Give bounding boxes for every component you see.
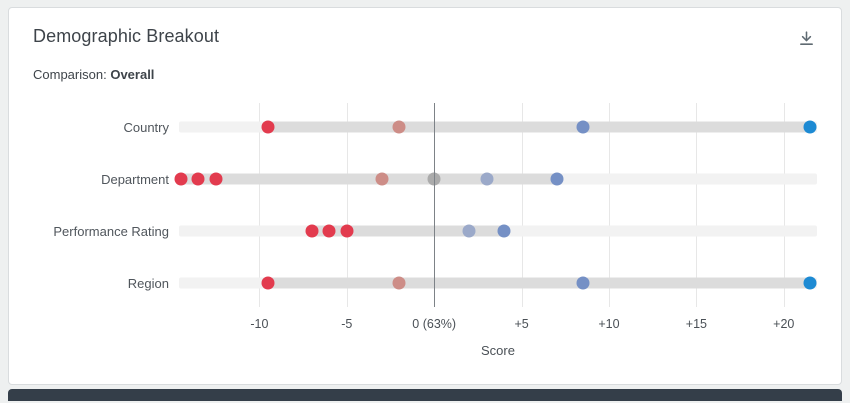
plot-area: Country Department Performance Rating Regio… [33, 101, 817, 309]
card-header: Demographic Breakout [33, 26, 817, 52]
axis-tick-label: +5 [514, 317, 529, 331]
axis-tick-label: 0 (63%) [412, 317, 457, 331]
data-point[interactable] [550, 172, 564, 186]
data-point[interactable] [261, 120, 275, 134]
data-point[interactable] [497, 224, 511, 238]
chart-row: Department [33, 153, 817, 205]
x-axis: -10 -5 0 (63%) +5 +10 +15 +20 [179, 317, 817, 335]
grid-layer [179, 103, 817, 307]
data-point[interactable] [576, 120, 590, 134]
data-point[interactable] [803, 276, 817, 290]
gridline [783, 103, 785, 307]
row-label: Performance Rating [53, 223, 169, 239]
axis-tick-label: +20 [773, 317, 795, 331]
axis-tick-label: +15 [685, 317, 707, 331]
row-plot [179, 205, 817, 257]
chart-row: Country [33, 101, 817, 153]
row-plot [179, 101, 817, 153]
data-point[interactable] [803, 120, 817, 134]
gridline [608, 103, 610, 307]
data-point[interactable] [261, 276, 275, 290]
data-point[interactable] [340, 224, 354, 238]
chart-row: Region [33, 257, 817, 309]
download-icon [800, 31, 813, 45]
gridline [521, 103, 523, 307]
x-axis-label: Score [481, 343, 515, 358]
dot-plot-chart: Country Department Performance Rating Regio… [33, 101, 817, 360]
data-point[interactable] [191, 172, 205, 186]
zero-baseline [434, 103, 436, 307]
data-point[interactable] [462, 224, 476, 238]
row-range-band [268, 277, 810, 289]
data-point[interactable] [209, 172, 223, 186]
row-plot [174, 153, 817, 205]
axis-tick-label: -5 [341, 317, 353, 331]
x-axis-label-row: Score [179, 342, 817, 360]
download-button[interactable] [796, 28, 817, 52]
data-point[interactable] [375, 172, 389, 186]
data-point[interactable] [322, 224, 336, 238]
row-label: Region [127, 275, 169, 291]
axis-tick-label: +10 [598, 317, 620, 331]
comparison-value: Overall [110, 67, 155, 82]
page-title: Demographic Breakout [33, 26, 220, 46]
row-plot [179, 257, 817, 309]
row-range-band [180, 173, 557, 185]
axis-tick-label: -10 [250, 317, 269, 331]
row-label: Country [123, 119, 169, 135]
comparison-label: Comparison: [33, 67, 107, 82]
gridline [259, 103, 261, 307]
row-range-band [268, 121, 810, 133]
chart-rows: Country Department Performance Rating Regio… [33, 101, 817, 309]
next-card-top-bar [8, 389, 842, 401]
gridline [346, 103, 348, 307]
data-point[interactable] [174, 172, 188, 186]
data-point[interactable] [480, 172, 494, 186]
data-point[interactable] [392, 120, 406, 134]
gridline [696, 103, 698, 307]
comparison-row: Comparison: Overall [33, 67, 817, 82]
data-point[interactable] [576, 276, 590, 290]
row-range-band [311, 225, 505, 237]
data-point[interactable] [305, 224, 319, 238]
row-label: Department [101, 171, 169, 187]
data-point[interactable] [392, 276, 406, 290]
demographic-breakout-card: Demographic Breakout Comparison: Overall… [8, 7, 842, 385]
chart-row: Performance Rating [33, 205, 817, 257]
